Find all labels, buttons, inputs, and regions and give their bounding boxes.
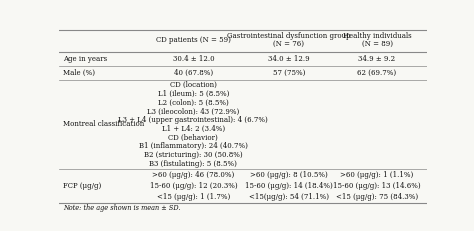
Text: CD (behavior): CD (behavior) [168,134,218,142]
Text: B1 (inflammatory): 24 (40.7%): B1 (inflammatory): 24 (40.7%) [139,142,248,150]
Text: Age in years: Age in years [63,55,107,63]
Text: 30.4 ± 12.0: 30.4 ± 12.0 [173,55,214,63]
Text: Note: the age shown is mean ± SD.: Note: the age shown is mean ± SD. [63,204,181,212]
Text: 15-60 (μg/g): 12 (20.3%): 15-60 (μg/g): 12 (20.3%) [149,182,237,190]
Text: (N = 76): (N = 76) [273,40,304,48]
Text: 15-60 (μg/g): 14 (18.4%): 15-60 (μg/g): 14 (18.4%) [245,182,333,190]
Text: B2 (stricturing): 30 (50.8%): B2 (stricturing): 30 (50.8%) [144,151,243,159]
Text: Montreal classification: Montreal classification [63,121,144,128]
Text: B3 (fistulating): 5 (8.5%): B3 (fistulating): 5 (8.5%) [149,160,237,168]
Text: 34.9 ± 9.2: 34.9 ± 9.2 [358,55,396,63]
Text: L1 + L4: 2 (3.4%): L1 + L4: 2 (3.4%) [162,125,225,133]
Text: <15 (μg/g): 1 (1.7%): <15 (μg/g): 1 (1.7%) [157,193,230,201]
Text: 40 (67.8%): 40 (67.8%) [174,69,213,77]
Text: CD patients (N = 59): CD patients (N = 59) [156,36,231,44]
Text: L1 (ileum): 5 (8.5%): L1 (ileum): 5 (8.5%) [158,90,229,98]
Text: 34.0 ± 12.9: 34.0 ± 12.9 [268,55,310,63]
Text: CD (location): CD (location) [170,81,217,89]
Text: >60 (μg/g): 8 (10.5%): >60 (μg/g): 8 (10.5%) [250,171,328,179]
Text: <15(μg/g): 54 (71.1%): <15(μg/g): 54 (71.1%) [249,193,329,201]
Text: Healthy individuals: Healthy individuals [343,32,411,40]
Text: Gastrointestinal dysfunction group: Gastrointestinal dysfunction group [227,32,351,40]
Text: 15-60 (μg/g): 13 (14.6%): 15-60 (μg/g): 13 (14.6%) [333,182,421,190]
Text: L2 (colon): 5 (8.5%): L2 (colon): 5 (8.5%) [158,99,229,107]
Text: >60 (μg/g): 46 (78.0%): >60 (μg/g): 46 (78.0%) [152,171,235,179]
Text: 62 (69.7%): 62 (69.7%) [357,69,397,77]
Text: Male (%): Male (%) [63,69,95,77]
Text: >60 (μg/g): 1 (1.1%): >60 (μg/g): 1 (1.1%) [340,171,414,179]
Text: L3 (ileocolon): 43 (72.9%): L3 (ileocolon): 43 (72.9%) [147,107,239,116]
Text: <15 (μg/g): 75 (84.3%): <15 (μg/g): 75 (84.3%) [336,193,418,201]
Text: FCP (μg/g): FCP (μg/g) [63,182,101,190]
Text: (N = 89): (N = 89) [362,40,392,48]
Text: L3 + L4 (upper gastrointestinal): 4 (6.7%): L3 + L4 (upper gastrointestinal): 4 (6.7… [118,116,268,124]
Text: 57 (75%): 57 (75%) [273,69,305,77]
